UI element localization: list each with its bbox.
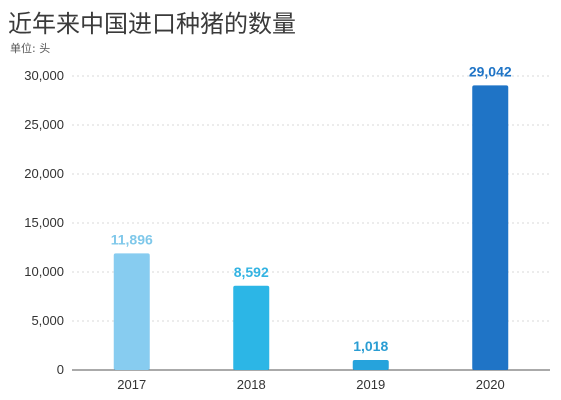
- x-tick-label: 2017: [117, 377, 146, 392]
- y-tick-label: 0: [57, 362, 64, 377]
- data-label: 11,896: [111, 231, 153, 247]
- bar: [113, 253, 150, 370]
- bar: [472, 85, 509, 370]
- x-tick-label: 2020: [476, 377, 505, 392]
- y-tick-label: 15,000: [24, 215, 64, 230]
- x-tick-label: 2018: [237, 377, 266, 392]
- data-label: 8,592: [234, 264, 269, 280]
- chart-title: 近年来中国进口种猪的数量: [8, 10, 296, 38]
- y-tick-label: 25,000: [24, 117, 64, 132]
- unit-label: 单位: 头: [10, 42, 51, 55]
- y-tick-label: 20,000: [24, 166, 64, 181]
- y-tick-label: 30,000: [24, 68, 64, 83]
- y-tick-label: 5,000: [31, 313, 64, 328]
- data-label: 1,018: [353, 338, 388, 354]
- data-label: 29,042: [469, 63, 512, 79]
- bar: [233, 285, 270, 370]
- x-tick-label: 2019: [356, 377, 385, 392]
- y-tick-label: 10,000: [24, 264, 64, 279]
- bar: [352, 360, 389, 370]
